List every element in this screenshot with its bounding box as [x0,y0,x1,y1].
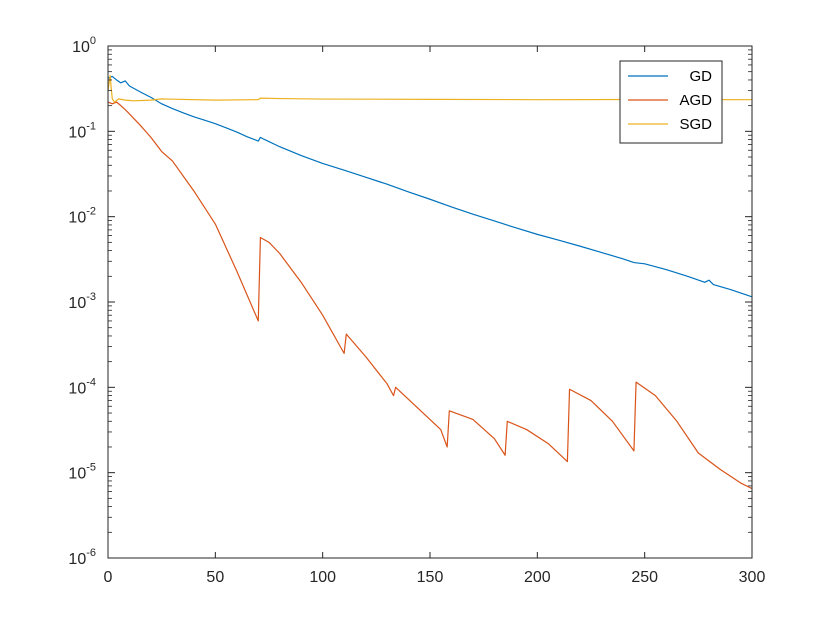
x-tick-label: 0 [104,569,113,586]
x-tick-label: 50 [206,569,224,586]
series-line-agd [107,101,753,490]
y-tick-exponent: -3 [86,291,96,303]
series-line-gd [107,75,753,298]
x-tick-label: 300 [739,569,766,586]
legend-label-sgd: SGD [679,116,712,133]
x-axis-ticks: 0 50 100 150 200 250 300 [104,46,766,586]
y-tick-exponent: -5 [86,462,96,474]
x-tick-label: 100 [309,569,336,586]
y-tick-label: 10-3 [68,291,96,312]
y-tick-label: 10-6 [68,547,96,568]
y-tick-exponent: -6 [86,547,96,559]
series-line-sgd [107,74,753,103]
y-tick-exponent: -2 [86,206,96,218]
y-tick-label: 10-4 [68,376,96,397]
y-tick-base: 10 [72,39,90,56]
x-tick-label: 150 [417,569,444,586]
y-tick-base: 10 [68,210,86,227]
series-layer [107,74,753,490]
y-tick-exponent: -1 [86,120,96,132]
legend-label-gd: GD [690,68,713,85]
y-tick-exponent: -4 [86,376,96,388]
legend: GD AGD SGD [619,60,723,144]
y-tick-label: 10-1 [68,120,96,141]
y-tick-base: 10 [68,466,86,483]
y-tick-base: 10 [68,124,86,141]
y-tick-base: 10 [68,380,86,397]
y-tick-label: 10-5 [68,462,96,483]
legend-box [619,60,723,144]
x-tick-label: 250 [631,569,658,586]
y-tick-exponent: 0 [90,35,96,47]
legend-label-agd: AGD [679,92,712,109]
x-tick-label: 200 [524,569,551,586]
y-tick-base: 10 [68,551,86,568]
y-tick-base: 10 [68,295,86,312]
y-tick-label: 10-2 [68,206,96,227]
y-tick-label: 100 [72,35,96,56]
